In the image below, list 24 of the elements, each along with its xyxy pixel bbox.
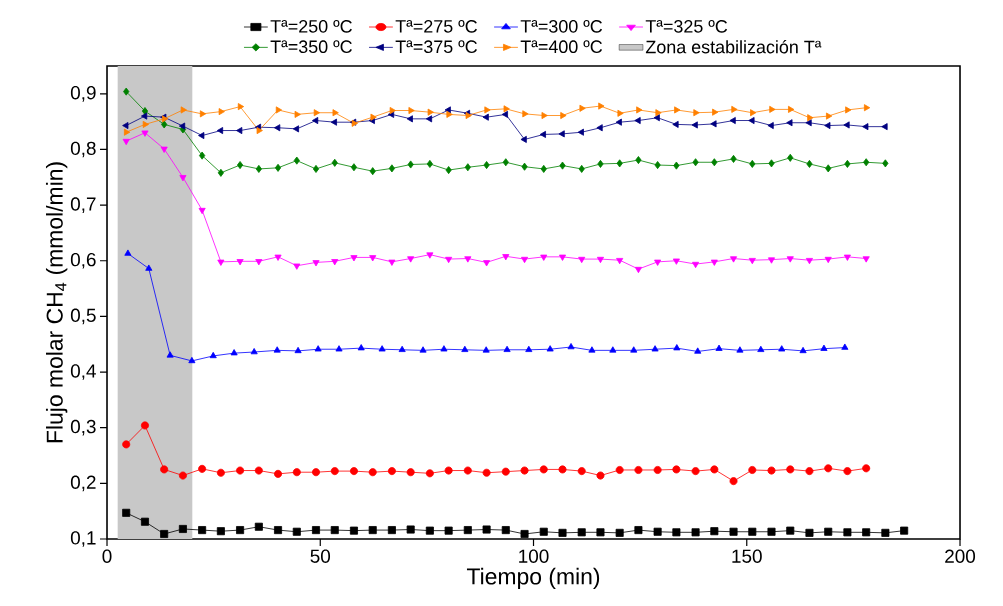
y-tick-label: 0,9 [70,85,96,102]
y-tick-label: 0,4 [70,364,96,380]
y-tick-label: 0,2 [70,475,96,492]
legend-label: Tª=300 ºC [520,19,603,33]
x-tick-label: 0 [102,549,112,563]
x-tick-label: 100 [519,549,549,563]
x-tick-label: 200 [945,549,976,563]
y-axis-title: Flujo molar CH$_{4}$ (mmol/min) [45,162,68,443]
y-tick-label: 0,5 [70,308,96,325]
x-tick-label: 150 [732,549,762,563]
x-axis-title: Tiempo (min) [466,567,600,590]
x-tick-label: 50 [310,549,331,563]
legend-label: Tª=350 ºC [270,40,352,54]
legend-label: Tª=325 ºC [645,19,728,33]
y-tick-label: 0,1 [70,531,96,547]
y-tick-label: 0,8 [70,141,96,158]
legend-label: Tª=250 ºC [270,19,352,33]
legend-label: Tª=400 ºC [520,40,603,54]
legend-label: Zona estabilización Tª [645,40,822,54]
y-tick-label: 0,3 [70,419,96,436]
legend-label: Tª=275 ºC [395,19,477,33]
y-tick-label: 0,7 [70,197,96,213]
y-tick-label: 0,6 [70,252,96,269]
legend-label: Tª=375 ºC [395,40,477,54]
